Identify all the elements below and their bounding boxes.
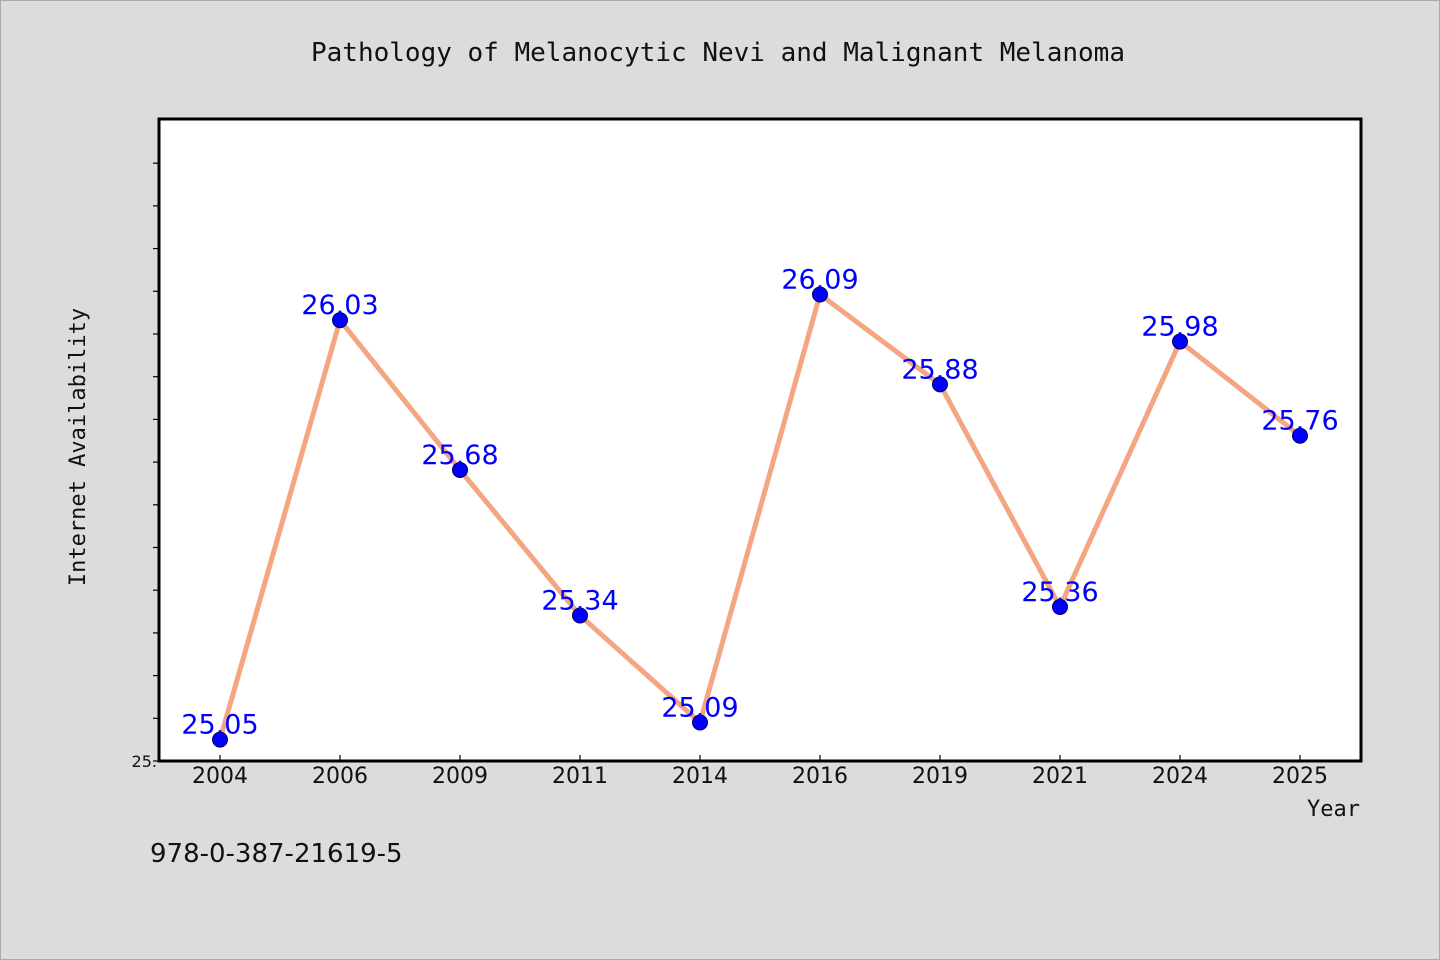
data-labels: 25.05 26.03 25.68 25.34 25.09 26.09 25.88 25.36…: [181, 264, 1338, 740]
plot-area: [157, 117, 1363, 763]
data-point-marker: [1172, 333, 1188, 350]
data-label: 25.98: [1141, 312, 1218, 343]
y-axis-label: Internet Availability: [66, 308, 91, 586]
x-tick-label: 2019: [912, 764, 968, 789]
data-label: 25.76: [1261, 406, 1338, 437]
data-label: 25.36: [1021, 577, 1098, 608]
y-tick-label: 25.: [132, 752, 157, 771]
data-point-marker: [932, 376, 948, 393]
x-tick-label: 2025: [1272, 764, 1328, 789]
data-label: 25.88: [901, 354, 978, 385]
x-tick-label: 2014: [672, 764, 728, 789]
data-point-marker: [452, 461, 468, 478]
data-label: 25.34: [541, 585, 618, 616]
x-tick-label: 2024: [1152, 764, 1208, 789]
x-axis: 2004 2006 2009 2011 2014 2016 2019 2021 2024 2025: [192, 755, 1328, 789]
data-label: 26.09: [781, 264, 858, 295]
data-label: 25.09: [661, 692, 738, 723]
x-tick-label: 2004: [192, 764, 248, 789]
data-label: 26.03: [301, 290, 378, 321]
x-tick-label: 2009: [432, 764, 488, 789]
data-label: 25.68: [421, 440, 498, 471]
chart-title: Pathology of Melanocytic Nevi and Malign…: [311, 38, 1125, 68]
data-point-marker: [692, 714, 708, 731]
x-axis-label: Year: [1307, 797, 1360, 822]
x-tick-label: 2006: [312, 764, 368, 789]
data-point-marker: [1292, 427, 1308, 444]
y-axis-ticks: [153, 162, 159, 762]
data-point-marker: [1052, 598, 1068, 615]
series-markers: [212, 286, 1308, 748]
series-line: [217, 291, 1303, 743]
data-point-marker: [332, 312, 348, 329]
x-tick-label: 2021: [1032, 764, 1088, 789]
data-label: 25.05: [181, 710, 258, 741]
x-tick-label: 2011: [552, 764, 608, 789]
data-point-marker: [812, 286, 828, 303]
footer-isbn: 978-0-387-21619-5: [150, 839, 403, 869]
data-point-marker: [212, 731, 228, 748]
x-tick-label: 2016: [792, 764, 848, 789]
data-point-marker: [572, 607, 588, 624]
